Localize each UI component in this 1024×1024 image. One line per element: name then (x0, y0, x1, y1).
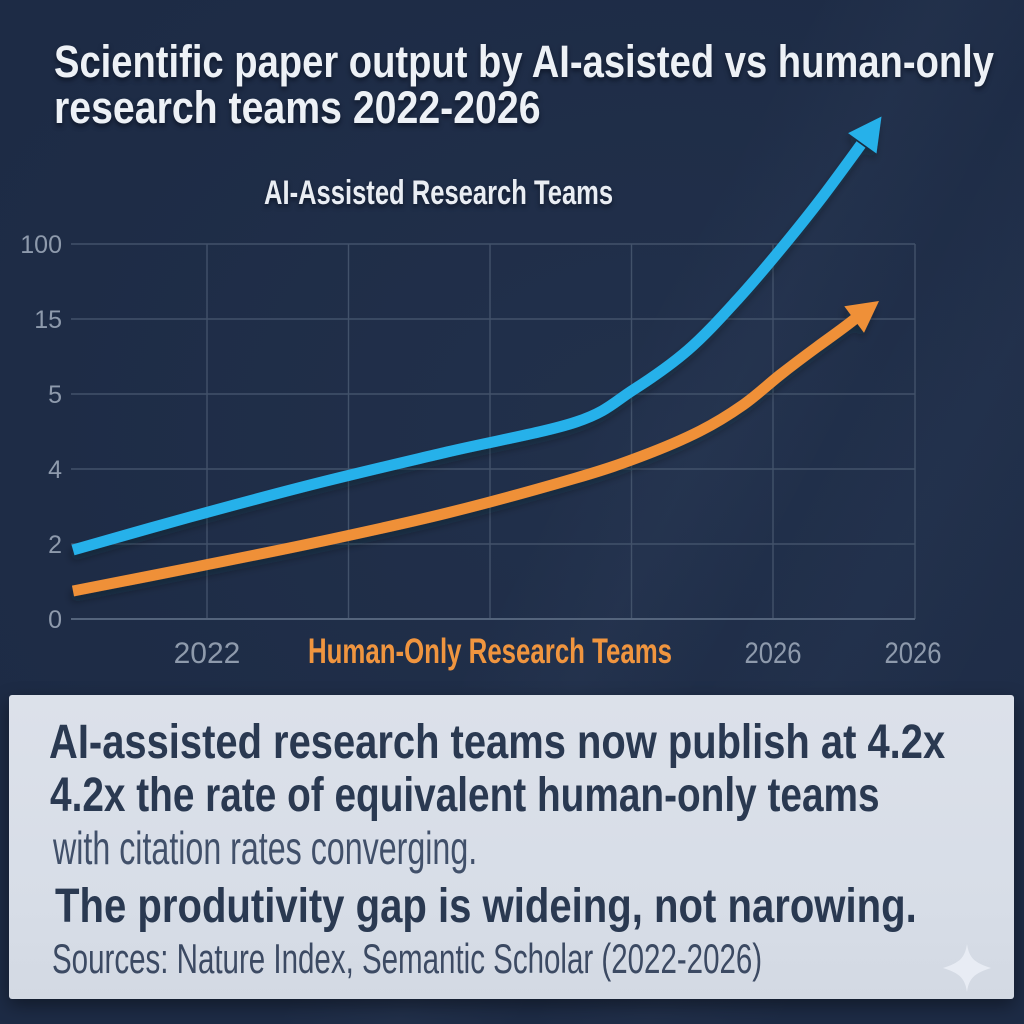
svg-text:2026: 2026 (745, 637, 802, 670)
svg-text:2026: 2026 (885, 637, 942, 670)
svg-text:Human-Only Research Teams: Human-Only Research Teams (308, 631, 672, 671)
svg-text:4: 4 (48, 456, 62, 484)
svg-text:15: 15 (34, 306, 62, 334)
svg-text:2022: 2022 (174, 637, 241, 670)
svg-text:0: 0 (48, 606, 62, 634)
svg-text:2: 2 (48, 531, 62, 559)
svg-text:100: 100 (20, 231, 62, 259)
svg-text:5: 5 (48, 381, 62, 409)
